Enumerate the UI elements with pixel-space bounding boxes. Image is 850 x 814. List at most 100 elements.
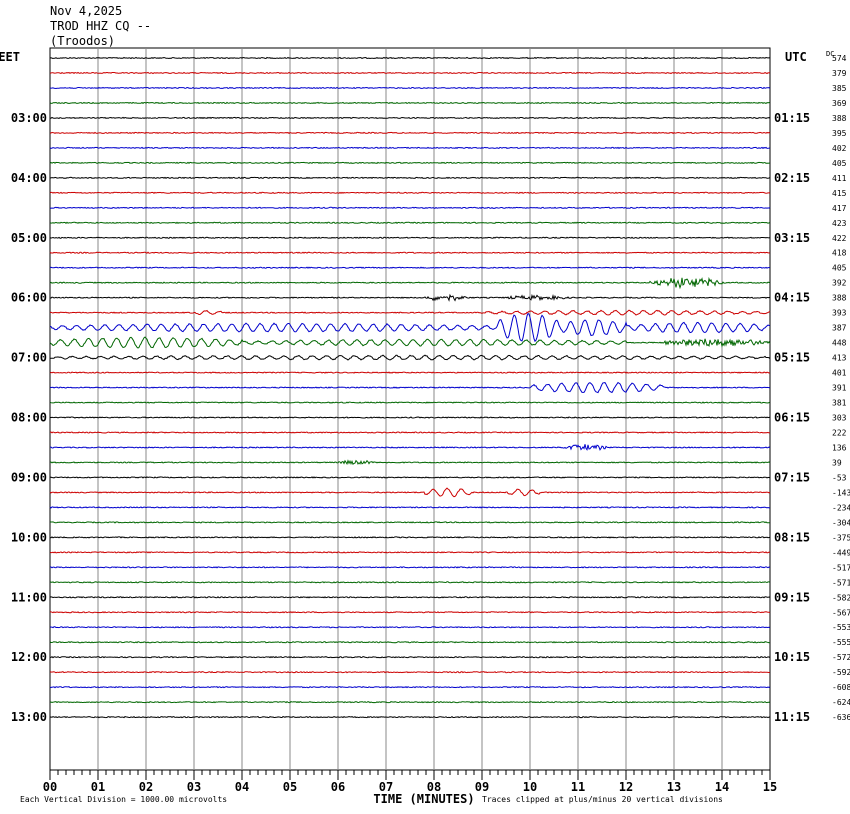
seismic-trace — [49, 101, 771, 105]
seismic-trace — [49, 431, 770, 434]
dc-offset-label: 385 — [832, 84, 847, 93]
dc-offset-label: 422 — [832, 234, 847, 243]
axis-labels: EET UTC DC TIME (MINUTES) Each Vertical … — [0, 50, 850, 806]
seismic-trace — [49, 506, 771, 509]
right-hour-label: 04:15 — [774, 291, 810, 305]
dc-offset-label: 401 — [832, 369, 847, 378]
dc-offset-label: -449 — [832, 548, 850, 557]
seismic-trace — [49, 581, 771, 584]
right-hour-label: 03:15 — [774, 231, 810, 245]
left-hour-label: 10:00 — [11, 530, 47, 544]
dc-offset-label: -234 — [832, 503, 850, 512]
seismic-trace — [49, 354, 771, 361]
dc-offset-label: -582 — [832, 593, 850, 602]
seismic-trace — [49, 416, 771, 419]
left-axis-label: EET — [0, 50, 20, 64]
dc-offset-label: -608 — [832, 683, 850, 692]
header-station: TROD HHZ CQ -- — [50, 19, 152, 33]
seismic-trace — [49, 131, 771, 135]
seismic-trace — [49, 56, 771, 60]
seismic-trace — [49, 309, 771, 316]
seismic-trace — [49, 336, 771, 349]
left-hour-label: 07:00 — [11, 351, 47, 365]
dc-offset-label: 402 — [832, 144, 847, 153]
dc-offset-label: 574 — [832, 54, 847, 63]
seismic-trace — [49, 715, 771, 719]
dc-offset-label: -304 — [832, 518, 850, 527]
x-tick-label: 04 — [235, 780, 249, 794]
x-tick-label: 05 — [283, 780, 297, 794]
seismic-trace — [49, 700, 771, 704]
seismic-trace — [50, 86, 771, 90]
seismic-trace — [49, 686, 771, 689]
header-location: (Troodos) — [50, 34, 116, 48]
seismic-trace — [49, 176, 771, 179]
seismic-trace — [50, 611, 771, 614]
seismic-trace — [49, 146, 771, 150]
seismic-trace — [49, 459, 771, 466]
seismic-trace — [49, 521, 770, 524]
dc-offset-label: 388 — [832, 294, 847, 303]
dc-offset-label: -571 — [832, 578, 850, 587]
x-axis-ticks — [49, 770, 771, 780]
dc-offset-label: -555 — [832, 638, 850, 647]
x-axis-title: TIME (MINUTES) — [373, 792, 474, 806]
x-tick-label: 12 — [619, 780, 633, 794]
left-hour-label: 11:00 — [11, 590, 47, 604]
plot-frame — [49, 47, 771, 771]
dc-offset-label: -553 — [832, 623, 850, 632]
right-hour-label: 09:15 — [774, 590, 810, 604]
dc-offset-label: 392 — [832, 279, 847, 288]
left-hour-label: 13:00 — [11, 710, 47, 724]
seismic-trace — [49, 161, 771, 164]
dc-offset-label: -592 — [832, 668, 850, 677]
dc-offset-label: 369 — [832, 99, 847, 108]
seismic-trace — [49, 371, 771, 374]
right-hour-label: 02:15 — [774, 171, 810, 185]
seismic-trace — [49, 266, 770, 269]
seismic-trace — [50, 536, 771, 539]
seismic-trace — [49, 626, 771, 629]
x-tick-label: 11 — [571, 780, 585, 794]
dc-offset-label: 393 — [832, 309, 847, 318]
dc-offset-label: 388 — [832, 114, 847, 123]
left-hour-label: 06:00 — [11, 291, 47, 305]
seismic-trace — [50, 444, 771, 451]
dc-offset-label: -567 — [832, 608, 850, 617]
right-axis-label: UTC — [785, 50, 807, 64]
x-tick-label: 08 — [427, 780, 441, 794]
dc-offset-label: -517 — [832, 563, 850, 572]
x-tick-label: 14 — [715, 780, 729, 794]
seismic-trace — [49, 656, 771, 659]
dc-offset-label: 136 — [832, 443, 847, 452]
dc-offset-label: 395 — [832, 129, 847, 138]
seismic-trace — [49, 221, 771, 224]
x-tick-label: 00 — [43, 780, 57, 794]
x-tick-label: 06 — [331, 780, 345, 794]
dc-offset-label: -143 — [832, 488, 850, 497]
footer-right-note: Traces clipped at plus/minus 20 vertical… — [482, 795, 723, 804]
seismic-trace — [49, 596, 771, 599]
seismic-trace — [50, 566, 771, 569]
dc-offset-label: 39 — [832, 458, 842, 467]
seismic-trace — [49, 251, 771, 254]
footer-left-note: Each Vertical Division = 1000.00 microvo… — [20, 795, 227, 804]
header-date: Nov 4,2025 — [50, 4, 123, 18]
seismic-trace — [49, 401, 771, 404]
dc-label: DC — [826, 50, 834, 58]
dc-offset-label: 418 — [832, 249, 847, 258]
dc-offset-label: 379 — [832, 69, 847, 78]
seismic-trace — [49, 476, 771, 479]
right-hour-label: 05:15 — [774, 351, 810, 365]
seismic-trace — [49, 381, 771, 394]
dc-offset-label: 411 — [832, 174, 847, 183]
x-tick-label: 15 — [763, 780, 777, 794]
dc-offset-label: 303 — [832, 414, 847, 423]
seismic-trace — [49, 551, 771, 554]
dc-offset-label: -53 — [832, 473, 847, 482]
left-hour-label: 08:00 — [11, 411, 47, 425]
seismic-trace — [49, 276, 771, 290]
left-hour-label: 09:00 — [11, 470, 47, 484]
dc-offset-label: 391 — [832, 384, 847, 393]
